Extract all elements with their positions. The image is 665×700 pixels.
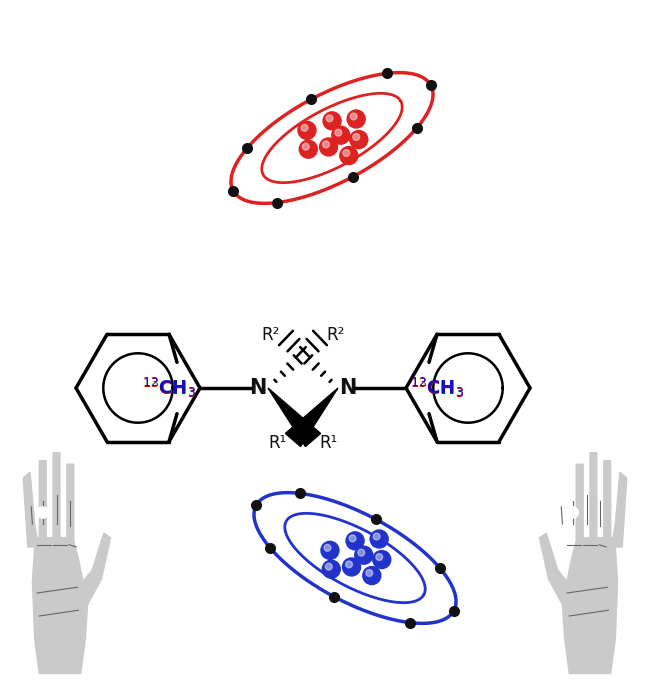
Polygon shape bbox=[23, 453, 110, 673]
Circle shape bbox=[298, 121, 316, 139]
Circle shape bbox=[353, 134, 360, 141]
Circle shape bbox=[370, 530, 388, 548]
Circle shape bbox=[366, 570, 372, 577]
Polygon shape bbox=[268, 388, 321, 447]
Circle shape bbox=[363, 566, 381, 584]
Circle shape bbox=[323, 112, 341, 130]
Circle shape bbox=[346, 532, 364, 550]
Circle shape bbox=[346, 561, 352, 568]
Circle shape bbox=[376, 554, 382, 561]
Circle shape bbox=[299, 140, 317, 158]
Circle shape bbox=[323, 560, 340, 578]
Circle shape bbox=[350, 130, 368, 148]
Circle shape bbox=[303, 144, 309, 150]
Polygon shape bbox=[285, 388, 338, 447]
Circle shape bbox=[325, 564, 332, 570]
Circle shape bbox=[332, 126, 350, 144]
Circle shape bbox=[343, 150, 350, 157]
Circle shape bbox=[323, 141, 329, 148]
Circle shape bbox=[347, 110, 365, 128]
Text: N: N bbox=[339, 378, 356, 398]
Circle shape bbox=[567, 507, 579, 518]
Circle shape bbox=[340, 146, 358, 164]
Circle shape bbox=[358, 550, 364, 556]
Text: R¹: R¹ bbox=[319, 434, 337, 452]
Circle shape bbox=[301, 125, 308, 132]
Circle shape bbox=[373, 550, 391, 568]
Text: $^{12}$CH$_3$: $^{12}$CH$_3$ bbox=[410, 377, 464, 400]
Circle shape bbox=[349, 535, 356, 542]
Text: R¹: R¹ bbox=[269, 434, 287, 452]
Text: R²: R² bbox=[261, 326, 280, 344]
Circle shape bbox=[324, 545, 331, 552]
Circle shape bbox=[342, 558, 360, 576]
Polygon shape bbox=[539, 453, 627, 673]
Circle shape bbox=[350, 113, 357, 120]
Text: N: N bbox=[249, 378, 267, 398]
Text: $^{13}$CH$_3$: $^{13}$CH$_3$ bbox=[142, 377, 196, 400]
Text: $^{12}$CH$_3$: $^{12}$CH$_3$ bbox=[142, 377, 196, 400]
Text: R²: R² bbox=[326, 326, 344, 344]
Circle shape bbox=[37, 507, 49, 518]
Circle shape bbox=[335, 130, 342, 136]
Circle shape bbox=[373, 533, 380, 540]
Text: $^{13}$CH$_3$: $^{13}$CH$_3$ bbox=[410, 377, 464, 400]
Circle shape bbox=[320, 138, 338, 156]
Circle shape bbox=[326, 115, 333, 122]
Circle shape bbox=[321, 541, 339, 559]
Circle shape bbox=[355, 546, 373, 564]
